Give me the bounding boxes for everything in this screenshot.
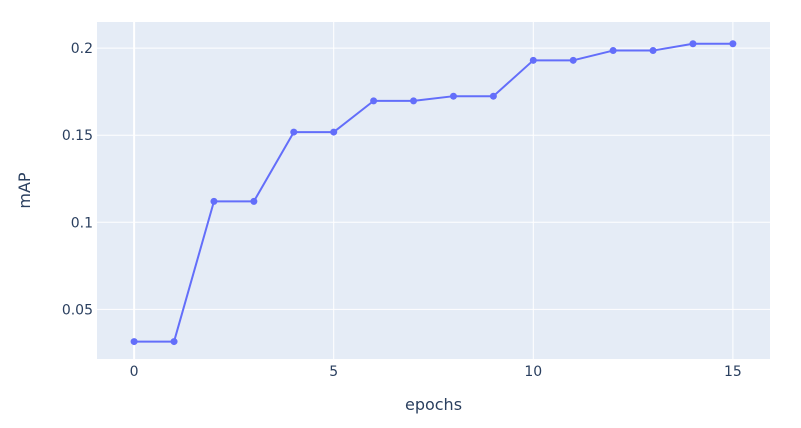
x-tick-label: 10	[524, 364, 542, 380]
y-tick-label: 0.2	[71, 41, 93, 57]
data-point	[489, 92, 497, 100]
x-tick-label: 15	[724, 364, 742, 380]
data-point	[689, 40, 697, 48]
series-group	[130, 40, 737, 346]
series-line	[134, 42, 733, 343]
x-tick-label: 0	[130, 364, 139, 380]
data-point	[410, 97, 418, 105]
y-tick-label: 0.15	[62, 128, 93, 144]
x-tick-label: 5	[329, 364, 338, 380]
y-tick-label: 0.1	[71, 215, 93, 231]
grid-lines	[97, 22, 770, 359]
data-point	[250, 197, 258, 205]
data-point	[729, 40, 737, 48]
data-point	[649, 47, 657, 55]
data-point	[330, 128, 338, 136]
data-point	[130, 338, 138, 346]
x-axis-ticks: 0 5 10 15	[130, 364, 742, 380]
data-point	[370, 97, 378, 105]
data-point	[529, 56, 537, 64]
x-axis-title: epochs	[405, 395, 462, 414]
y-axis-ticks: 0.05 0.1 0.15 0.2	[62, 41, 93, 318]
data-point	[210, 197, 218, 205]
y-tick-label: 0.05	[62, 302, 93, 318]
data-point	[290, 128, 298, 136]
y-axis-title: mAP	[15, 172, 34, 209]
data-point	[449, 92, 457, 100]
data-point	[569, 56, 577, 64]
data-point	[170, 338, 178, 346]
plot-area	[97, 22, 770, 359]
data-point	[609, 47, 617, 55]
